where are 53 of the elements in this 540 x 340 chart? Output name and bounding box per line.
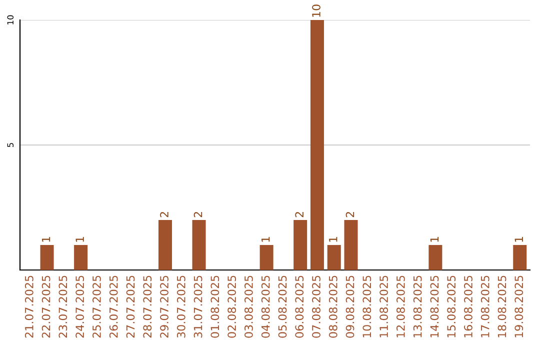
- x-tick-label: 26.07.2025: [109, 276, 118, 338]
- x-tick-label: 17.08.2025: [480, 276, 490, 338]
- x-tick-label: 16.08.2025: [464, 276, 472, 338]
- x-tick-label: 29.07.2025: [160, 276, 168, 338]
- x-tick-label: 06.08.2025: [295, 276, 304, 338]
- x-tick-label: 08.08.2025: [328, 276, 338, 338]
- x-tick-label: 18.08.2025: [498, 276, 506, 338]
- bar: [327, 245, 341, 270]
- x-tick-label: 28.07.2025: [143, 276, 152, 338]
- bar: [344, 220, 358, 270]
- x-tick-label: 19.08.2025: [514, 276, 524, 338]
- bar: [192, 220, 206, 270]
- x-tick-label: 30.07.2025: [176, 276, 186, 338]
- x-tick-label: 25.07.2025: [92, 276, 101, 338]
- data-label: 2: [295, 212, 304, 218]
- data-label: 2: [160, 212, 168, 218]
- x-tick-label: 23.07.2025: [58, 276, 68, 338]
- x-tick-label: 14.08.2025: [430, 276, 439, 338]
- bar: [260, 245, 274, 270]
- x-tick-label: 27.07.2025: [126, 276, 135, 338]
- x-tick-label: 02.08.2025: [228, 276, 236, 338]
- bar: [294, 220, 308, 270]
- x-tick-label: 05.08.2025: [278, 276, 287, 338]
- x-tick-label: 04.08.2025: [261, 276, 270, 338]
- x-tick-label: 15.08.2025: [447, 276, 456, 338]
- x-tick-label: 13.08.2025: [413, 276, 422, 338]
- x-tick-label: 03.08.2025: [244, 276, 253, 338]
- x-tick-label: 21.07.2025: [24, 276, 34, 338]
- x-tick-label: 10.08.2025: [362, 276, 372, 338]
- x-tick-label: 07.08.2025: [312, 276, 320, 338]
- bar: [40, 245, 54, 270]
- x-tick-label: 24.07.2025: [76, 276, 84, 338]
- bar: [428, 245, 442, 270]
- data-label: 1: [430, 236, 438, 242]
- y-tick-label: 5: [7, 143, 14, 148]
- data-label: 1: [514, 236, 523, 242]
- x-tick-label: 12.08.2025: [396, 276, 405, 338]
- data-label: 2: [194, 212, 202, 218]
- x-tick-label: 11.08.2025: [380, 276, 388, 338]
- data-label: 1: [329, 236, 338, 242]
- x-tick-label: 09.08.2025: [346, 276, 354, 338]
- data-label: 1: [76, 236, 84, 242]
- bar: [158, 220, 172, 270]
- data-label: 2: [346, 212, 354, 218]
- x-tick-label: 22.07.2025: [42, 276, 50, 338]
- bar: [513, 245, 527, 270]
- x-tick-label: 31.07.2025: [194, 276, 202, 338]
- bar: [74, 245, 88, 270]
- data-label: 10: [312, 4, 320, 17]
- data-label: 1: [262, 236, 270, 242]
- x-tick-label: 01.08.2025: [210, 276, 220, 338]
- bar: [310, 20, 324, 270]
- data-label: 1: [42, 236, 50, 242]
